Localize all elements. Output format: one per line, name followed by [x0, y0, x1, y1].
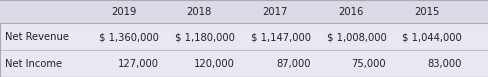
Text: 83,000: 83,000: [427, 59, 461, 69]
Text: $ 1,360,000: $ 1,360,000: [99, 32, 159, 42]
Text: 2019: 2019: [111, 7, 136, 17]
Text: 2015: 2015: [413, 7, 438, 17]
FancyBboxPatch shape: [0, 0, 488, 23]
Text: 75,000: 75,000: [351, 59, 386, 69]
Text: $ 1,180,000: $ 1,180,000: [175, 32, 234, 42]
Text: 2017: 2017: [262, 7, 287, 17]
Text: 127,000: 127,000: [118, 59, 159, 69]
Text: $ 1,008,000: $ 1,008,000: [326, 32, 386, 42]
Text: 2018: 2018: [186, 7, 211, 17]
Text: Net Revenue: Net Revenue: [5, 32, 69, 42]
Text: 2016: 2016: [338, 7, 363, 17]
Text: 120,000: 120,000: [193, 59, 234, 69]
Text: Net Income: Net Income: [5, 59, 62, 69]
Text: $ 1,044,000: $ 1,044,000: [402, 32, 461, 42]
Text: $ 1,147,000: $ 1,147,000: [250, 32, 310, 42]
Text: 87,000: 87,000: [275, 59, 310, 69]
